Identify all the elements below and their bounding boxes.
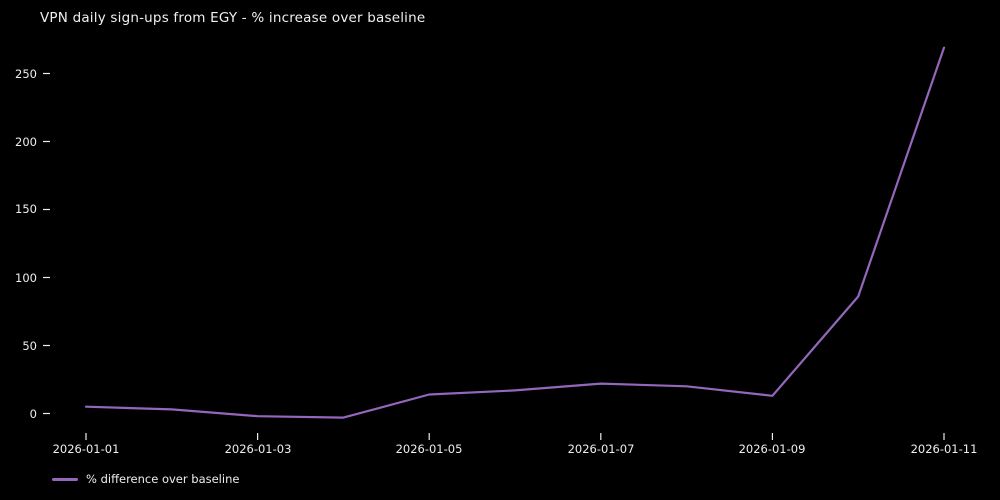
y-tick-label: 50 xyxy=(22,339,37,353)
y-tick-label: 150 xyxy=(15,202,37,216)
x-tick-label: 2026-01-09 xyxy=(738,442,806,456)
x-tick-label: 2026-01-01 xyxy=(52,442,120,456)
y-tick-label: 250 xyxy=(15,67,37,81)
x-tick-label: 2026-01-03 xyxy=(224,442,292,456)
chart-title: VPN daily sign-ups from EGY - % increase… xyxy=(40,10,426,26)
legend-line-swatch xyxy=(52,477,78,481)
y-tick-label: 100 xyxy=(15,271,37,285)
x-tick-label: 2026-01-07 xyxy=(567,442,635,456)
legend: % difference over baseline xyxy=(52,471,239,487)
y-tick-label: 0 xyxy=(29,407,37,421)
x-tick-label: 2026-01-05 xyxy=(395,442,463,456)
axis-tick-marks xyxy=(43,72,945,440)
y-tick-label: 200 xyxy=(15,135,37,149)
x-tick-label: 2026-01-11 xyxy=(910,442,978,456)
legend-label: % difference over baseline xyxy=(86,472,240,486)
series-line xyxy=(84,46,946,419)
